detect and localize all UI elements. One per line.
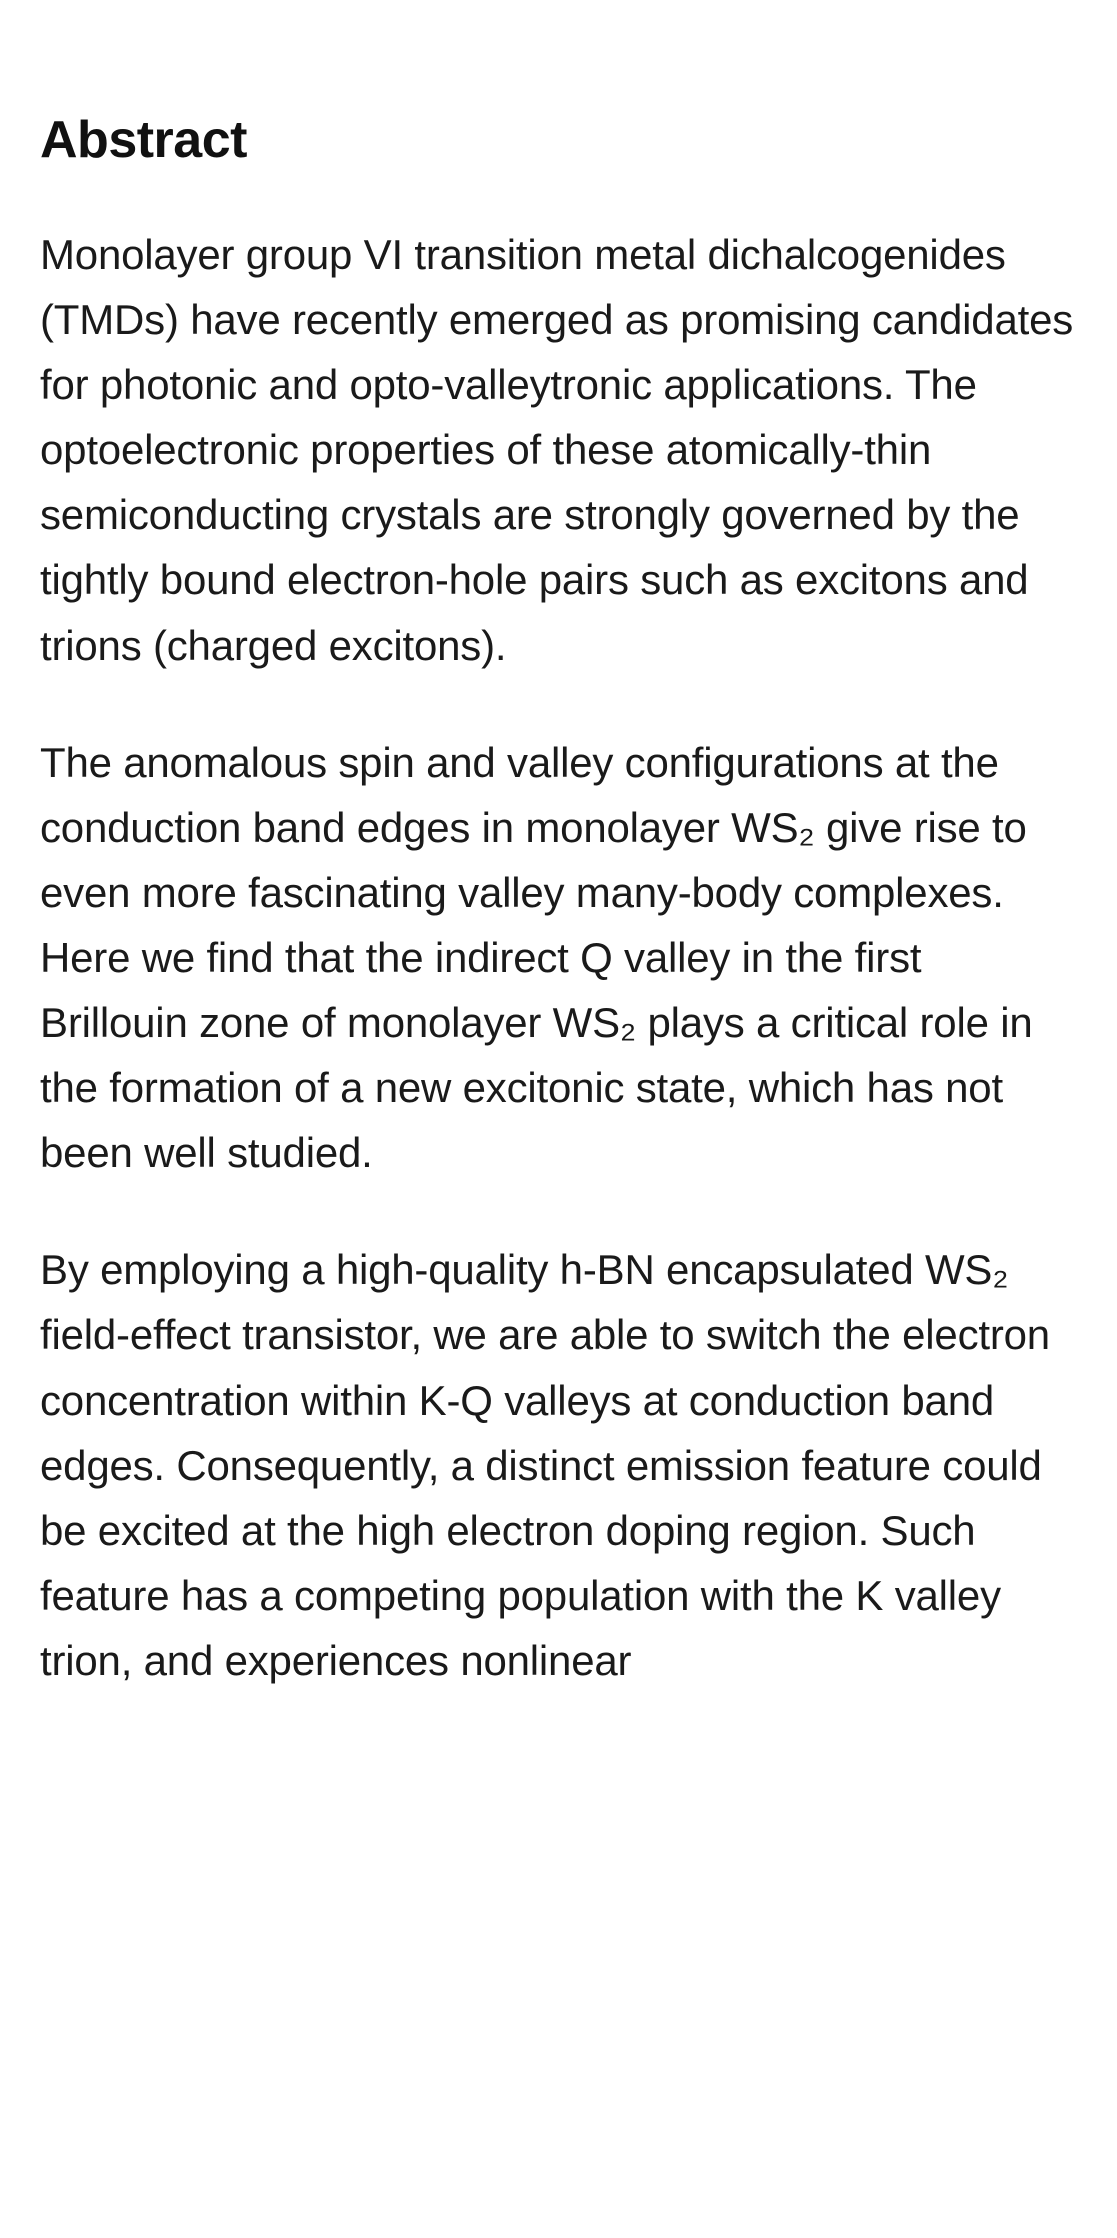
abstract-heading: Abstract: [40, 110, 1077, 170]
abstract-paragraph: The anomalous spin and valley configurat…: [40, 730, 1077, 1186]
abstract-section: Abstract Monolayer group VI transition m…: [0, 0, 1117, 1733]
abstract-paragraph: By employing a high-quality h-BN encapsu…: [40, 1237, 1077, 1693]
abstract-paragraph: Monolayer group VI transition metal dich…: [40, 222, 1077, 678]
